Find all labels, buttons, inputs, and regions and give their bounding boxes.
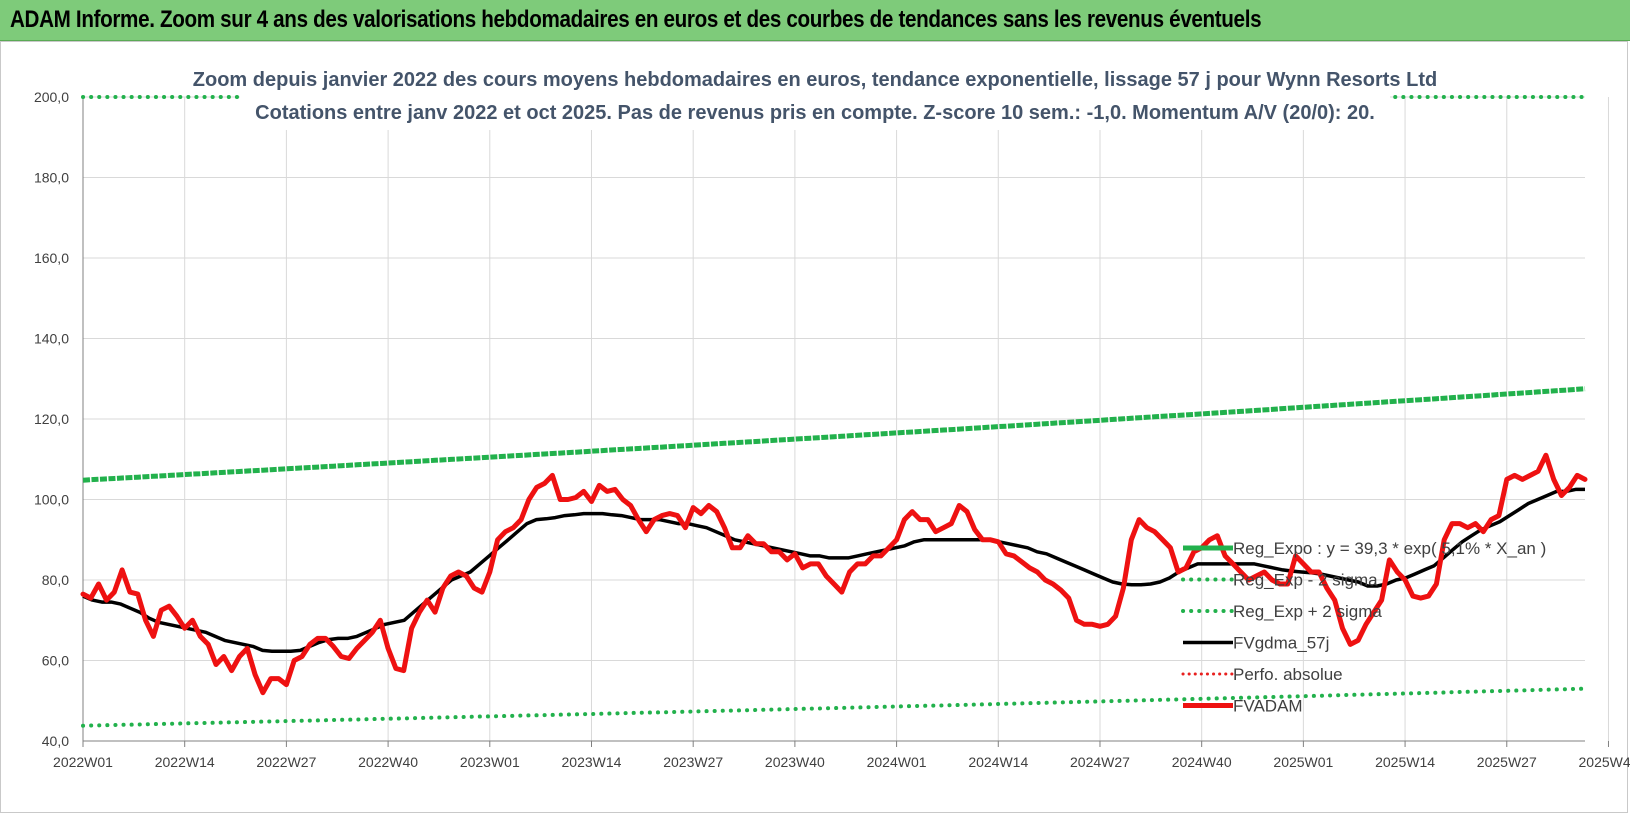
title-backdrop: [240, 62, 1390, 130]
chart-legend: Reg_Expo : y = 39,3 * exp( 5,1% * X_an )…: [1181, 539, 1546, 716]
x-tick-label: 2024W40: [1172, 754, 1232, 770]
y-tick-label: 40,0: [42, 733, 69, 749]
chart-frame: [0, 41, 1628, 813]
x-tick-label: 2025W14: [1375, 754, 1435, 770]
y-tick-label: 60,0: [42, 653, 69, 669]
x-tick-label: 2023W27: [663, 754, 723, 770]
x-tick-label: 2022W01: [53, 754, 113, 770]
series-fvgdma-57j: [82, 487, 1585, 653]
y-tick-label: 140,0: [34, 331, 69, 347]
x-tick-label: 2023W40: [765, 754, 825, 770]
y-tick-label: 100,0: [34, 492, 69, 508]
y-tick-label: 120,0: [34, 411, 69, 427]
x-tick-label: 2022W14: [155, 754, 215, 770]
x-tick-label: 2025W27: [1477, 754, 1537, 770]
series-reg-expo: [82, 386, 1586, 483]
y-tick-label: 200,0: [34, 89, 69, 105]
chart-titles: Zoom depuis janvier 2022 des cours moyen…: [193, 62, 1437, 130]
chart-title: Zoom depuis janvier 2022 des cours moyen…: [193, 69, 1437, 91]
x-tick-label: 2024W27: [1070, 754, 1130, 770]
legend-label: Reg_Exp + 2 sigma: [1233, 602, 1382, 621]
series-reg-exp-minus-2-sigma: [81, 686, 1587, 728]
y-tick-label: 160,0: [34, 250, 69, 266]
x-tick-label: 2024W14: [968, 754, 1028, 770]
legend-label: FVADAM: [1233, 697, 1303, 716]
x-tick-label: 2023W01: [460, 754, 520, 770]
x-tick-label: 2022W27: [256, 754, 316, 770]
x-tick-label: 2025W40: [1579, 754, 1630, 770]
report-banner: ADAM Informe. Zoom sur 4 ans des valoris…: [0, 0, 1630, 41]
report-title: ADAM Informe. Zoom sur 4 ans des valoris…: [10, 6, 1262, 33]
x-tick-label: 2023W14: [562, 754, 622, 770]
legend-label: Perfo. absolue: [1233, 665, 1343, 684]
x-axis: 2022W01 2022W14 2022W27 2022W40 2023W01 2023W…: [53, 740, 1630, 770]
x-tick-label: 2025W01: [1273, 754, 1333, 770]
chart-series: [80, 95, 1588, 728]
x-tick-label: 2022W40: [358, 754, 418, 770]
legend-label: FVgdma_57j: [1233, 634, 1329, 653]
chart-subtitle: Cotations entre janv 2022 et oct 2025. P…: [255, 102, 1375, 124]
legend-label: Reg_Expo : y = 39,3 * exp( 5,1% * X_an ): [1233, 539, 1546, 558]
y-tick-label: 80,0: [42, 572, 69, 588]
y-tick-label: 180,0: [34, 170, 69, 186]
y-axis: 40,0 60,0 80,0 100,0 120,0 140,0 160,0 180,0 200…: [34, 89, 84, 749]
series-fvadam: [80, 452, 1588, 696]
x-tick-label: 2024W01: [867, 754, 927, 770]
legend-label: Reg_Exp - 2 sigma: [1233, 571, 1378, 590]
